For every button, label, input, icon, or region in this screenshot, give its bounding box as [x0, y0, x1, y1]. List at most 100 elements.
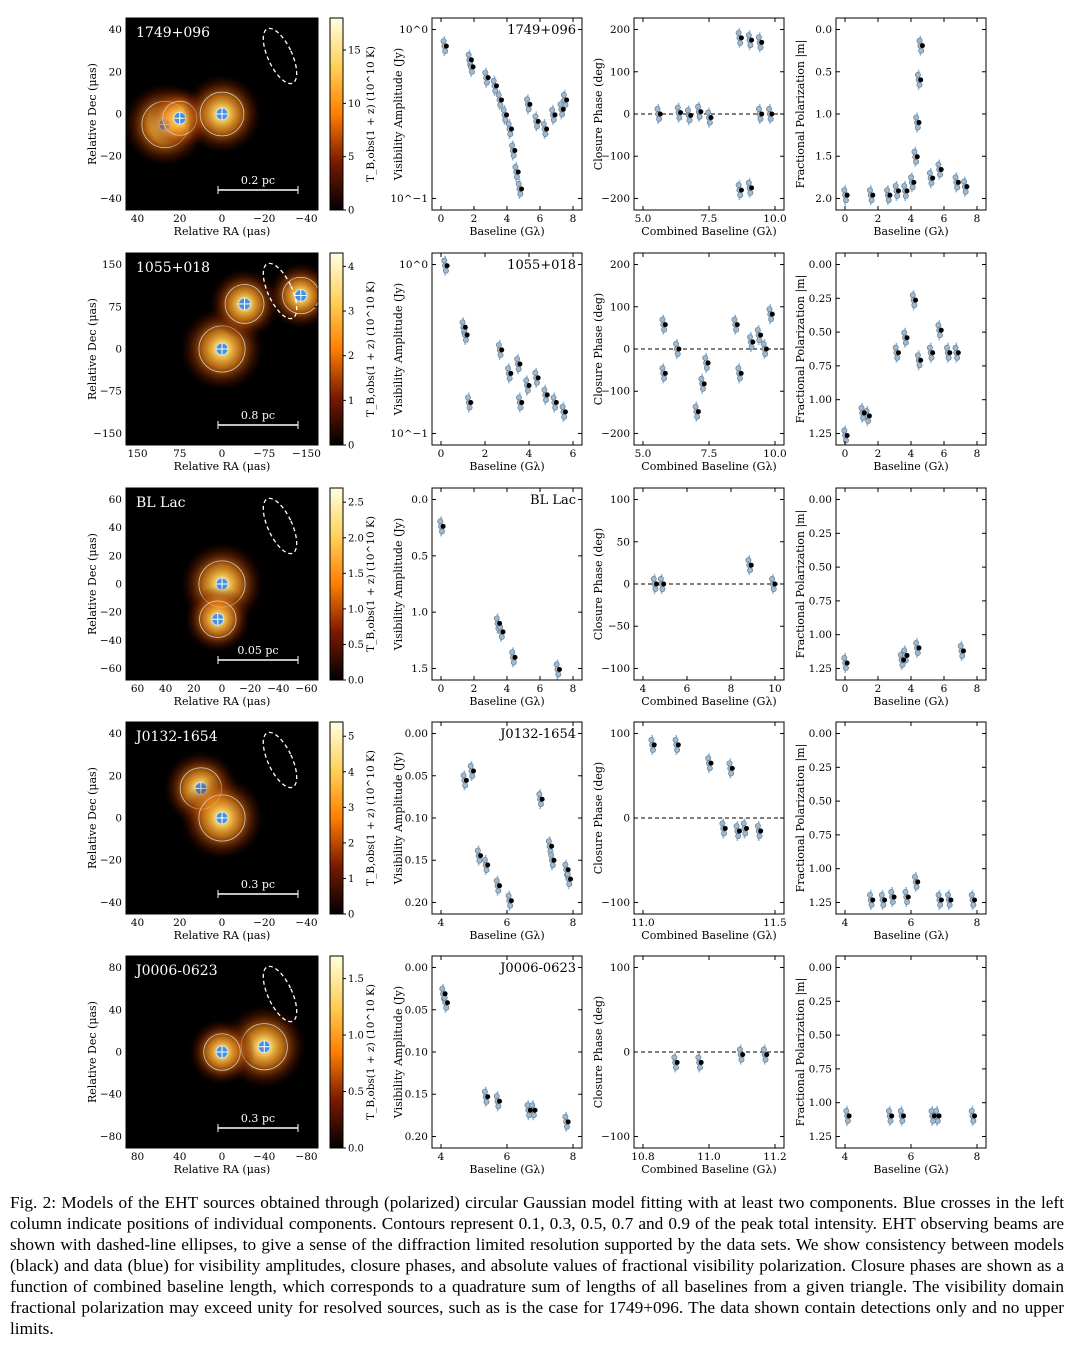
model-point — [938, 167, 944, 173]
model-point — [560, 106, 566, 112]
model-point — [769, 111, 775, 117]
model-point — [895, 188, 901, 194]
y-tick-label: 50 — [617, 536, 630, 548]
data-point — [868, 902, 875, 908]
data-point — [909, 292, 916, 299]
y-axis-label: Visibility Amplitude (Jy) — [392, 752, 405, 885]
y-axis-label: Fractional Polarization |m| — [794, 744, 808, 893]
beam-ellipse — [262, 731, 298, 789]
data-point — [495, 1103, 502, 1110]
data-point — [462, 782, 469, 789]
colorbar-tick-label: 0 — [348, 206, 354, 217]
beam-ellipse — [262, 965, 298, 1023]
intensity-contour — [282, 276, 318, 315]
data-point — [755, 106, 762, 112]
model-point — [471, 768, 476, 774]
data-point — [550, 394, 557, 401]
model-point — [526, 382, 532, 388]
data-point — [733, 326, 740, 333]
y-axis-label: Closure Phase (deg) — [592, 762, 605, 874]
data-point — [562, 861, 569, 868]
model-point — [870, 897, 876, 903]
x-tick-label: 2 — [482, 448, 489, 460]
model-point — [734, 322, 740, 328]
model-point — [651, 742, 657, 748]
y-tick-label: 0.75 — [809, 829, 832, 841]
model-point — [904, 652, 910, 658]
y-tick-label: 1.0 — [411, 607, 428, 619]
model-point — [913, 297, 919, 303]
data-point — [937, 332, 943, 339]
y-tick-label: −75 — [100, 386, 122, 398]
data-point — [514, 356, 521, 363]
model-point — [918, 357, 924, 363]
data-point — [559, 111, 566, 118]
data-point — [913, 114, 920, 121]
y-axis-label: Closure Phase (deg) — [592, 58, 605, 170]
data-point — [913, 883, 920, 890]
colorbar-tick-label: 1.0 — [348, 1031, 364, 1042]
data-point — [757, 116, 764, 122]
pol-panel: 0 2 4 6 8 0.00 0.25 0.50 0.75 1.00 1.25 Baseline (G… — [794, 487, 987, 708]
data-point — [512, 163, 519, 170]
model-point — [911, 179, 917, 185]
data-point — [562, 1113, 569, 1120]
data-point — [542, 131, 549, 138]
source-label: J0132-1654 — [134, 729, 218, 745]
y-tick-label: −40 — [100, 897, 122, 909]
colorbar-tick-label: 1 — [348, 396, 354, 407]
colorbar-tick-label: 0.5 — [348, 1087, 364, 1098]
data-point — [490, 77, 497, 84]
model-point — [565, 1119, 571, 1125]
x-tick-label: 0 — [219, 917, 226, 929]
y-tick-label: 0.25 — [809, 528, 832, 540]
data-point — [934, 1117, 941, 1124]
colorbar-tick-label: 3 — [348, 307, 354, 318]
data-point — [481, 857, 488, 863]
model-point — [549, 843, 555, 849]
data-point — [754, 823, 761, 830]
data-point — [858, 404, 865, 411]
data-point — [726, 760, 733, 767]
colorbar-tick-label: 5 — [348, 732, 354, 743]
data-point — [694, 413, 701, 420]
data-point — [561, 413, 568, 420]
data-point — [510, 659, 517, 666]
model-point — [512, 147, 518, 153]
data-point — [659, 365, 666, 372]
data-point — [705, 755, 712, 762]
model-point — [708, 115, 714, 121]
model-point — [564, 97, 570, 103]
x-tick-label: −20 — [239, 683, 261, 695]
x-axis-label: Baseline (Gλ) — [469, 929, 544, 942]
data-point — [548, 852, 555, 859]
data-point — [483, 1098, 490, 1105]
x-axis-label: Combined Baseline (Gλ) — [641, 695, 776, 708]
y-tick-label: 1.00 — [809, 394, 832, 406]
data-point — [537, 801, 544, 808]
data-point — [757, 44, 764, 51]
x-tick-label: 10 — [768, 683, 781, 695]
model-point — [729, 765, 735, 771]
data-point — [914, 124, 921, 131]
colorbar-tick-label: 0.0 — [348, 1144, 364, 1155]
y-tick-label: 75 — [109, 301, 122, 313]
data-point — [517, 191, 524, 197]
beam-ellipse — [262, 27, 298, 85]
source-label: 1749+096 — [136, 25, 210, 41]
data-point — [700, 385, 706, 392]
x-tick-label: 6 — [537, 213, 544, 225]
y-tick-label: 0.00 — [405, 962, 428, 974]
colorbar-tick-label: 0.5 — [348, 640, 364, 651]
amp-panel: 0 2 4 6 8 10^0 10^−1 1749+096 Baseline (Gλ) Visib… — [390, 17, 583, 238]
data-point — [902, 192, 909, 199]
data-point — [957, 642, 964, 649]
data-point — [661, 326, 668, 333]
intensity-contour — [203, 1033, 241, 1071]
model-point — [553, 400, 559, 406]
data-point — [767, 116, 774, 122]
x-tick-label: −40 — [295, 917, 317, 929]
x-axis-label: Relative RA (μas) — [174, 1163, 271, 1176]
x-tick-label: 8 — [974, 213, 981, 225]
y-tick-label: 0.05 — [405, 1004, 428, 1016]
